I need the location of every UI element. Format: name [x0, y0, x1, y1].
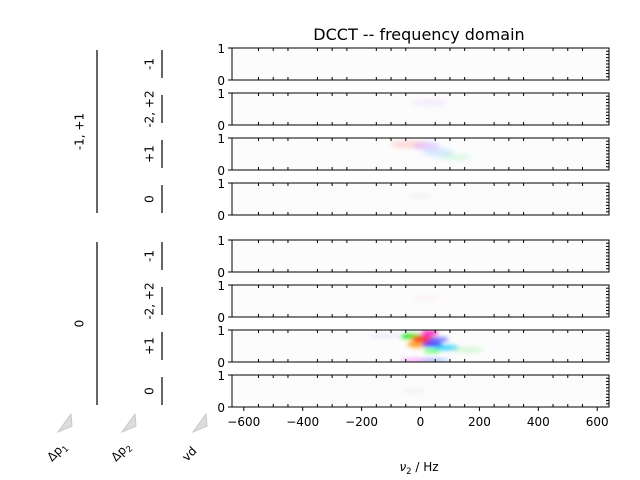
spectrum-peak-8: [423, 348, 442, 354]
row-label: -2, +2: [143, 282, 157, 319]
chart-title: DCCT -- frequency domain: [313, 25, 524, 44]
spectrum-peak-3: [407, 341, 428, 348]
panel-background: [232, 48, 609, 80]
y-tick-label: 1: [217, 177, 225, 191]
y-tick-label: 0: [217, 266, 225, 280]
panel-4: 10: [217, 234, 610, 280]
y-tick-label: 0: [217, 401, 225, 415]
panel-background: [232, 93, 609, 125]
row-label: +1: [143, 145, 157, 163]
panel-6: 10: [217, 324, 610, 370]
panel-background: [232, 240, 609, 272]
panel-5: 10: [217, 279, 610, 325]
y-tick-label: 1: [217, 234, 225, 248]
x-tick-label: 600: [586, 415, 609, 429]
x-tick-label: 200: [468, 415, 491, 429]
group-label: 0: [73, 320, 87, 328]
y-tick-label: 1: [217, 42, 225, 56]
x-tick-label: −200: [345, 415, 378, 429]
panel-1: 10: [217, 87, 610, 133]
panel-7: 10: [217, 369, 610, 415]
x-tick-label: −600: [227, 415, 260, 429]
spectrum-peak-0: [411, 293, 442, 302]
y-tick-label: 0: [217, 74, 225, 88]
panel-spectrum: [367, 330, 484, 362]
x-tick-label: 400: [527, 415, 550, 429]
row-label: 0: [143, 387, 157, 395]
y-tick-label: 1: [217, 87, 225, 101]
coherence-label: vd: [179, 444, 199, 464]
spectrum-peak-0: [402, 387, 427, 395]
pathway-arrow: [56, 412, 73, 434]
x-tick-label: 0: [417, 415, 425, 429]
y-tick-label: 1: [217, 132, 225, 146]
row-label: 0: [143, 195, 157, 203]
spectrum-peak-0: [367, 333, 403, 339]
pathway-arrow: [191, 412, 208, 434]
spectrum-peak-9: [451, 347, 484, 353]
y-tick-label: 1: [217, 369, 225, 383]
row-label: -2, +2: [143, 90, 157, 127]
y-tick-label: 0: [217, 311, 225, 325]
panel-spectrum: [402, 387, 427, 395]
y-tick-label: 0: [217, 119, 225, 133]
panel-spectrum: [411, 293, 442, 302]
spectrum-peak-5: [427, 337, 449, 343]
y-tick-label: 0: [217, 164, 225, 178]
x-axis-label: ν2 / Hz: [399, 460, 438, 477]
y-tick-label: 1: [217, 324, 225, 338]
row-label: -1: [143, 250, 157, 262]
coherence-label: Δp1: [44, 439, 71, 466]
spectrum-peak-0: [408, 192, 433, 199]
panel-0: 10: [217, 42, 610, 88]
spectrum-peak-3: [439, 154, 473, 161]
coherence-label: Δp2: [108, 439, 135, 466]
panel-spectrum: [411, 98, 448, 107]
spectrum-peak-6: [421, 341, 443, 348]
panel-3: 10: [217, 177, 610, 223]
group-label: -1, +1: [73, 113, 87, 150]
row-label: -1: [143, 58, 157, 70]
y-tick-label: 1: [217, 279, 225, 293]
panel-spectrum: [391, 140, 473, 161]
panel-spectrum: [408, 192, 433, 199]
panel-2: 10: [217, 132, 610, 178]
y-tick-label: 0: [217, 356, 225, 370]
y-tick-label: 0: [217, 209, 225, 223]
x-tick-label: −400: [286, 415, 319, 429]
row-label: +1: [143, 337, 157, 355]
pathway-arrow: [120, 412, 137, 434]
spectrum-peak-2: [423, 147, 453, 157]
spectrum-peak-4: [420, 330, 439, 336]
spectrum-peak-0: [411, 98, 448, 107]
